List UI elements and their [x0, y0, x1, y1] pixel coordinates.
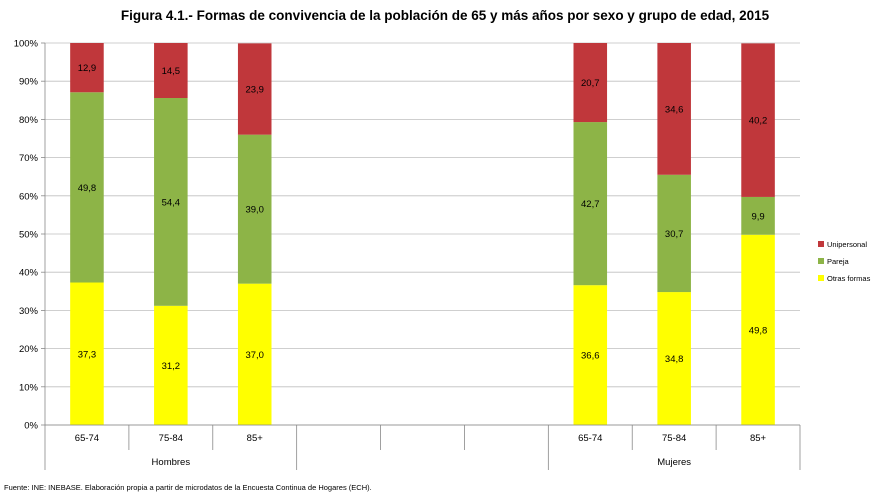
y-axis: 0% 10% 20% 30% 40% 50% 60% 70% 80% 90% 100% — [14, 39, 46, 432]
y-tick-label: 20% — [19, 344, 39, 355]
legend-label: Pareja — [827, 257, 850, 266]
bar-segment — [237, 43, 272, 135]
x-tick-label: 85+ — [247, 433, 264, 444]
data-label: 37,0 — [245, 350, 264, 361]
bar-segment — [573, 43, 608, 123]
y-tick-label: 10% — [19, 382, 39, 393]
data-label: 54,4 — [162, 197, 181, 208]
x-tick-label: 75-84 — [662, 433, 686, 444]
y-tick-label: 80% — [19, 115, 39, 126]
data-label: 40,2 — [749, 116, 768, 127]
y-tick-label: 40% — [19, 268, 39, 279]
y-tick-label: 0% — [24, 421, 38, 432]
data-label: 34,6 — [665, 104, 684, 115]
y-tick-label: 70% — [19, 153, 39, 164]
data-label: 36,6 — [581, 351, 600, 362]
y-tick-label: 100% — [14, 39, 39, 50]
x-axis: 65-74 75-84 85+ Hombres 65-74 75-84 85+ Mujeres — [44, 424, 801, 470]
bar-segment — [741, 196, 775, 235]
bar-segment — [741, 234, 775, 425]
y-tick-label: 60% — [19, 191, 39, 202]
bar-segment — [657, 43, 691, 175]
x-tick-label: 65-74 — [75, 433, 99, 444]
data-label: 39,0 — [245, 205, 264, 216]
bar-segment — [573, 285, 608, 425]
bar-segment — [154, 43, 188, 99]
data-label: 49,8 — [78, 183, 97, 194]
data-label: 14,5 — [162, 66, 181, 77]
x-tick-label: 85+ — [750, 433, 767, 444]
bar-segment — [657, 174, 691, 293]
x-tick-label: 75-84 — [159, 433, 183, 444]
data-label: 49,8 — [749, 325, 768, 336]
legend-swatch — [818, 258, 824, 264]
data-label: 34,8 — [665, 354, 684, 365]
y-tick-label: 90% — [19, 77, 39, 88]
bar-segment — [70, 92, 104, 283]
bars: 37,3 49,8 12,9 31,2 54,4 14,5 37,0 39,0 23,9 36,6… — [70, 43, 775, 425]
data-label: 30,7 — [665, 229, 684, 240]
chart-title: Figura 4.1.- Formas de convivencia de la… — [120, 8, 770, 23]
bar-segment — [70, 282, 104, 425]
bar-segment — [657, 292, 691, 425]
data-label: 20,7 — [581, 78, 600, 89]
legend-label: Otras formas — [827, 274, 871, 283]
bar-segment — [741, 43, 775, 197]
bar-segment — [237, 283, 272, 425]
legend-swatch — [818, 275, 824, 281]
bar-segment — [237, 134, 272, 284]
data-label: 42,7 — [581, 199, 600, 210]
x-tick-label: 65-74 — [578, 433, 602, 444]
group-label: Hombres — [152, 457, 191, 468]
legend: Unipersonal Pareja Otras formas — [818, 240, 871, 283]
bar-segment — [70, 43, 104, 93]
y-tick-label: 30% — [19, 306, 39, 317]
data-label: 31,2 — [162, 361, 181, 372]
bar-segment — [573, 122, 608, 286]
data-label: 37,3 — [78, 349, 97, 360]
legend-label: Unipersonal — [827, 240, 867, 249]
data-label: 9,9 — [751, 211, 764, 222]
data-label: 23,9 — [245, 85, 264, 96]
group-label: Mujeres — [657, 457, 691, 468]
data-label: 12,9 — [78, 63, 97, 74]
y-tick-label: 50% — [19, 230, 39, 241]
bar-segment — [154, 305, 188, 425]
source-note: Fuente: INE: INEBASE. Elaboración propia… — [4, 483, 372, 492]
legend-swatch — [818, 241, 824, 247]
bar-segment — [154, 98, 188, 306]
